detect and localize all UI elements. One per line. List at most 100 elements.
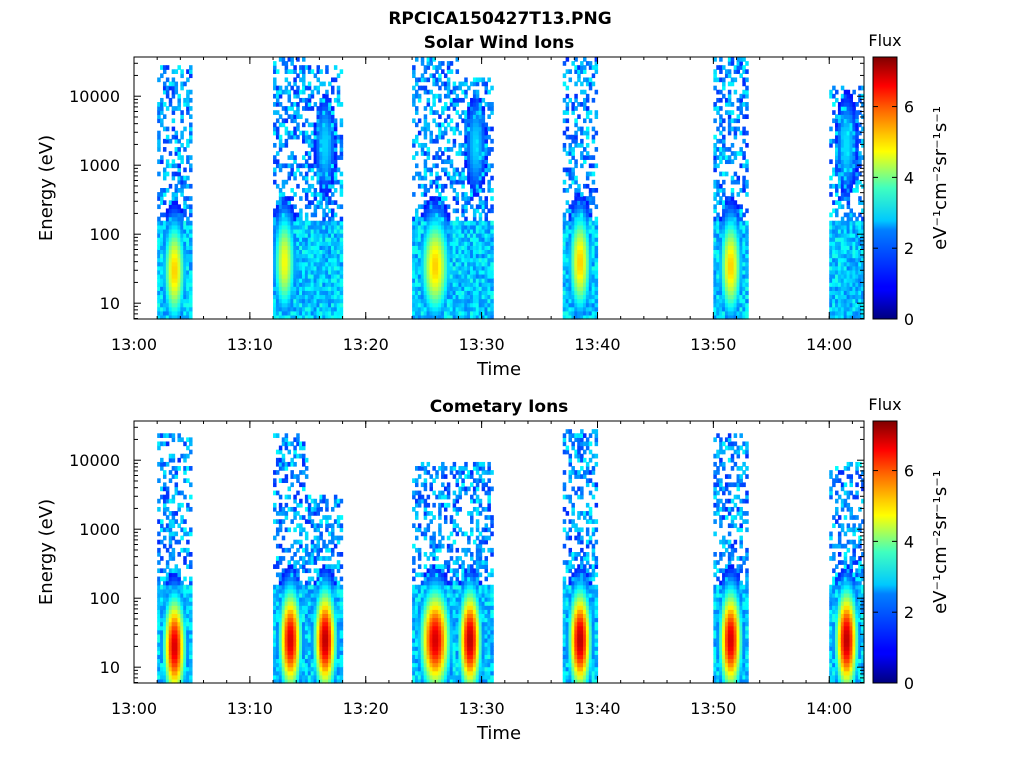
heatmap-cell (168, 253, 173, 259)
heatmap-cell (858, 298, 862, 304)
heatmap-cell (330, 261, 335, 267)
heatmap-cell (475, 245, 480, 251)
heatmap-cell (287, 163, 292, 169)
heatmap-cell (484, 310, 489, 316)
heatmap-cell (281, 282, 286, 287)
heatmap-cell (160, 253, 164, 259)
heatmap-cell (278, 290, 283, 296)
heatmap-cell (724, 294, 729, 300)
heatmap-cell (189, 196, 193, 201)
heatmap-cell (849, 257, 854, 263)
heatmap-cell (739, 245, 743, 251)
heatmap-cell (574, 163, 578, 169)
heatmap-cell (322, 257, 326, 263)
heatmap-cell (168, 261, 173, 267)
heatmap-cell (330, 200, 335, 205)
heatmap-cell (730, 286, 735, 291)
heatmap-cell (588, 237, 593, 242)
heatmap-cell (183, 494, 187, 500)
heatmap-cell (325, 314, 329, 320)
heatmap-cell (588, 314, 593, 320)
heatmap-cell (594, 249, 599, 255)
heatmap-cell (165, 77, 170, 83)
heatmap-cell (472, 273, 477, 279)
heatmap-cell (417, 306, 422, 312)
heatmap-cell (716, 228, 720, 234)
heatmap-cell (583, 298, 587, 304)
heatmap-cell (273, 224, 277, 230)
heatmap-cell (829, 224, 833, 230)
heatmap-cell (846, 183, 851, 189)
heatmap-cell (333, 298, 338, 304)
heatmap-cell (588, 278, 593, 283)
heatmap-cell (481, 97, 486, 103)
heatmap-cell (414, 233, 419, 238)
heatmap-cell (719, 130, 723, 136)
heatmap-cell (177, 208, 181, 214)
heatmap-cell (478, 253, 483, 259)
heatmap-cell (423, 253, 428, 259)
heatmap-cell (183, 531, 187, 537)
heatmap-cell (594, 286, 599, 291)
heatmap-cell (470, 261, 474, 267)
heatmap-cell (168, 588, 173, 594)
heatmap-cell (739, 241, 743, 246)
heatmap-cell (843, 134, 848, 140)
heatmap-cell (417, 77, 422, 83)
heatmap-cell (435, 278, 439, 283)
heatmap-cell (470, 278, 474, 283)
heatmap-cell (157, 298, 161, 304)
heatmap-cell (168, 269, 173, 275)
heatmap-cell (316, 294, 320, 300)
heatmap-cell (580, 224, 584, 230)
heatmap-cell (287, 253, 292, 259)
heatmap-cell (481, 298, 486, 304)
heatmap-cell (441, 233, 445, 238)
heatmap-cell (423, 65, 428, 70)
heatmap-cell (160, 233, 164, 238)
heatmap-cell (412, 282, 416, 287)
heatmap-cell (435, 122, 439, 128)
heatmap-cell (855, 155, 859, 160)
heatmap-cell (487, 179, 491, 185)
heatmap-cell (423, 134, 428, 140)
heatmap-cell (278, 196, 283, 201)
heatmap-cell (472, 167, 477, 173)
heatmap-cell (478, 228, 483, 234)
heatmap-cell (446, 241, 451, 246)
heatmap-cell (470, 245, 474, 251)
heatmap-cell (574, 192, 578, 197)
heatmap-cell (183, 102, 187, 107)
heatmap-cell (183, 310, 187, 316)
heatmap-cell (829, 220, 833, 226)
heatmap-cell (577, 126, 581, 132)
heatmap-cell (835, 171, 839, 177)
heatmap-cell (585, 110, 590, 115)
heatmap-cell (487, 106, 491, 111)
heatmap-cell (325, 253, 329, 259)
heatmap-cell (594, 204, 599, 210)
heatmap-cell (316, 302, 320, 308)
heatmap-cell (858, 314, 862, 320)
heatmap-cell (441, 188, 445, 193)
heatmap-cell (455, 278, 460, 283)
heatmap-cell (307, 249, 312, 255)
heatmap-cell (339, 245, 344, 251)
heatmap-cell (423, 142, 428, 148)
heatmap-cell (183, 670, 187, 676)
heatmap-cell (571, 167, 575, 173)
heatmap-cell (858, 224, 862, 230)
heatmap-cell (464, 245, 468, 251)
heatmap-cell (307, 204, 312, 210)
heatmap-cell (855, 151, 859, 156)
heatmap-cell (716, 261, 720, 267)
heatmap-cell (449, 286, 454, 291)
heatmap-cell (585, 126, 590, 132)
heatmap-cell (585, 310, 590, 316)
heatmap-cell (189, 138, 193, 144)
heatmap-cell (313, 208, 318, 214)
heatmap-cell (588, 77, 593, 83)
heatmap-cell (290, 302, 294, 308)
heatmap-cell (293, 118, 297, 124)
heatmap-cell (733, 233, 738, 238)
